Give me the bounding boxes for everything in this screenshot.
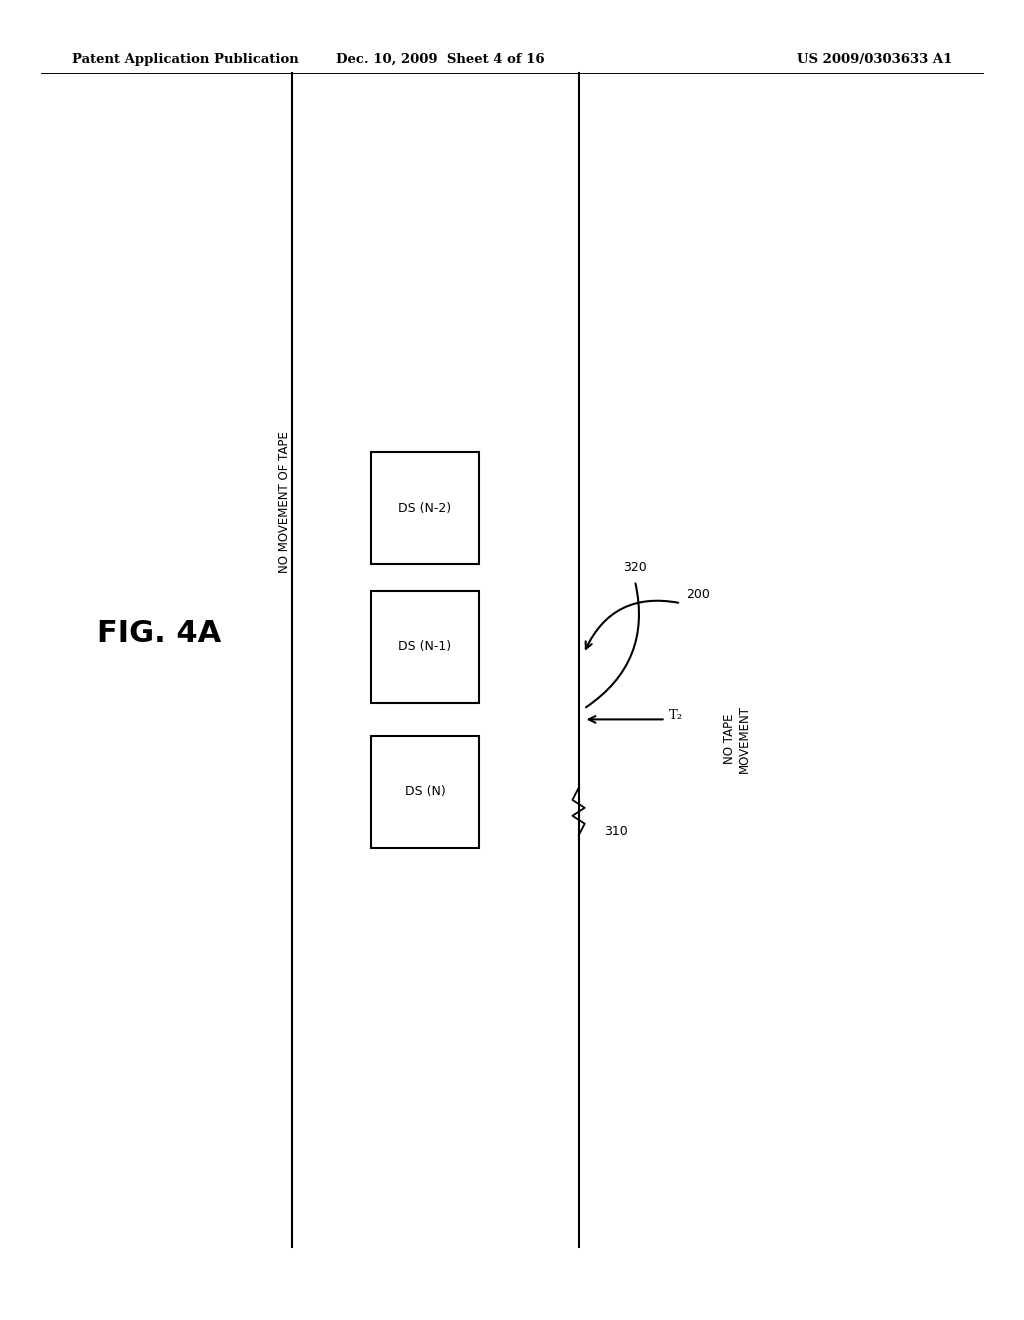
Text: DS (N-1): DS (N-1) — [398, 640, 452, 653]
Bar — [371, 737, 478, 847]
Text: 200: 200 — [686, 587, 710, 601]
Text: NO TAPE
MOVEMENT: NO TAPE MOVEMENT — [723, 705, 752, 774]
Text: NO MOVEMENT OF TAPE: NO MOVEMENT OF TAPE — [279, 430, 291, 573]
Text: Dec. 10, 2009  Sheet 4 of 16: Dec. 10, 2009 Sheet 4 of 16 — [336, 53, 545, 66]
Text: T₂: T₂ — [669, 709, 683, 722]
Text: 310: 310 — [604, 825, 628, 838]
Bar — [371, 451, 478, 565]
Text: 320: 320 — [623, 561, 647, 574]
Text: FIG. 4A: FIG. 4A — [96, 619, 221, 648]
Text: Patent Application Publication: Patent Application Publication — [72, 53, 298, 66]
Bar — [371, 591, 478, 702]
Text: DS (N): DS (N) — [404, 785, 445, 799]
Text: US 2009/0303633 A1: US 2009/0303633 A1 — [797, 53, 952, 66]
Text: DS (N-2): DS (N-2) — [398, 502, 452, 515]
